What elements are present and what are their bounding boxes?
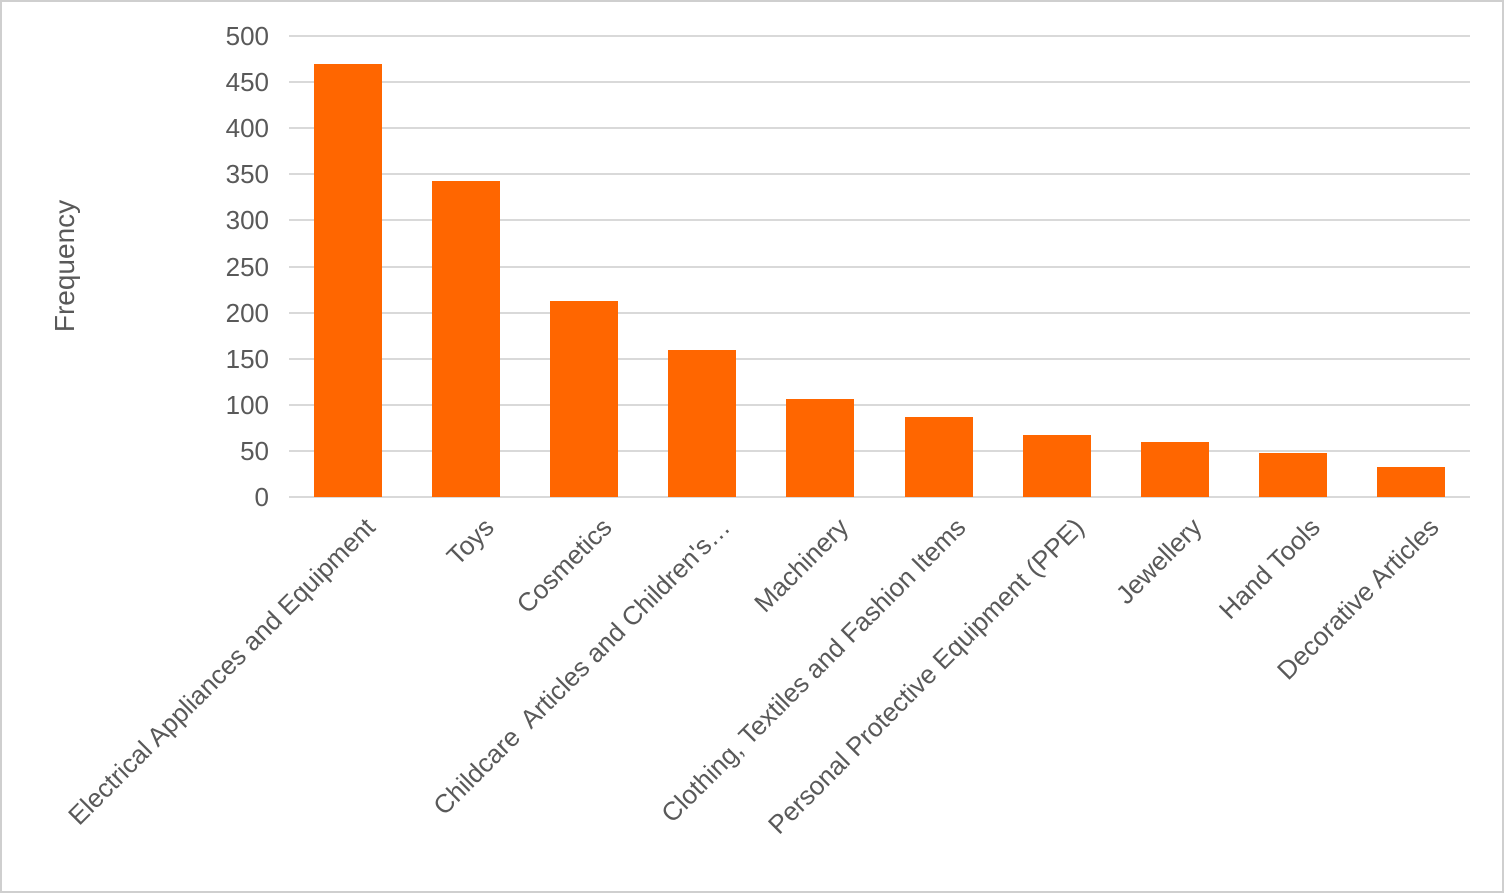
x-axis-baseline [289, 496, 1470, 498]
gridline [289, 127, 1470, 130]
gridline [289, 265, 1470, 268]
y-tick-label: 450 [225, 67, 269, 98]
bar-electrical-appliances-and-equipment [314, 63, 382, 497]
y-tick-label: 50 [240, 435, 269, 466]
bar-decorative-articles [1376, 466, 1445, 497]
y-tick-label: 400 [225, 113, 269, 144]
gridline [289, 81, 1470, 84]
gridline [289, 219, 1470, 222]
bar-childcare-articles-and-children-s [668, 350, 737, 497]
bar-personal-protective-equipment-ppe [1022, 435, 1091, 497]
y-tick-label: 100 [225, 389, 269, 420]
y-tick-label: 250 [225, 251, 269, 282]
y-tick-label: 150 [225, 343, 269, 374]
gridline [289, 357, 1470, 360]
gridline [289, 449, 1470, 452]
y-tick-label: 300 [225, 205, 269, 236]
y-tick-label: 200 [225, 297, 269, 328]
gridline [289, 35, 1470, 37]
x-category-label-hand-tools: Hand Tools [1213, 512, 1327, 625]
y-tick-label: 500 [225, 21, 269, 51]
bar-clothing-textiles-and-fashion-items [904, 416, 973, 497]
y-tick-label: 350 [225, 159, 269, 190]
x-category-label-toys: Toys [440, 512, 500, 572]
plot-area [289, 35, 1470, 498]
bar-hand-tools [1258, 452, 1327, 497]
x-category-label-jewellery: Jewellery [1110, 512, 1208, 610]
gridline [289, 403, 1470, 406]
x-category-label-machinery: Machinery [747, 512, 854, 619]
bar-toys [432, 180, 501, 497]
gridline [289, 311, 1470, 314]
bar-cosmetics [550, 300, 619, 497]
gridline [289, 173, 1470, 176]
y-tick-label: 0 [254, 482, 269, 512]
x-category-label-electrical-appliances-and-equipment: Electrical Appliances and Equipment [62, 512, 382, 831]
bar-jewellery [1140, 441, 1209, 497]
x-category-label-cosmetics: Cosmetics [510, 512, 618, 620]
bar-machinery [786, 399, 855, 497]
